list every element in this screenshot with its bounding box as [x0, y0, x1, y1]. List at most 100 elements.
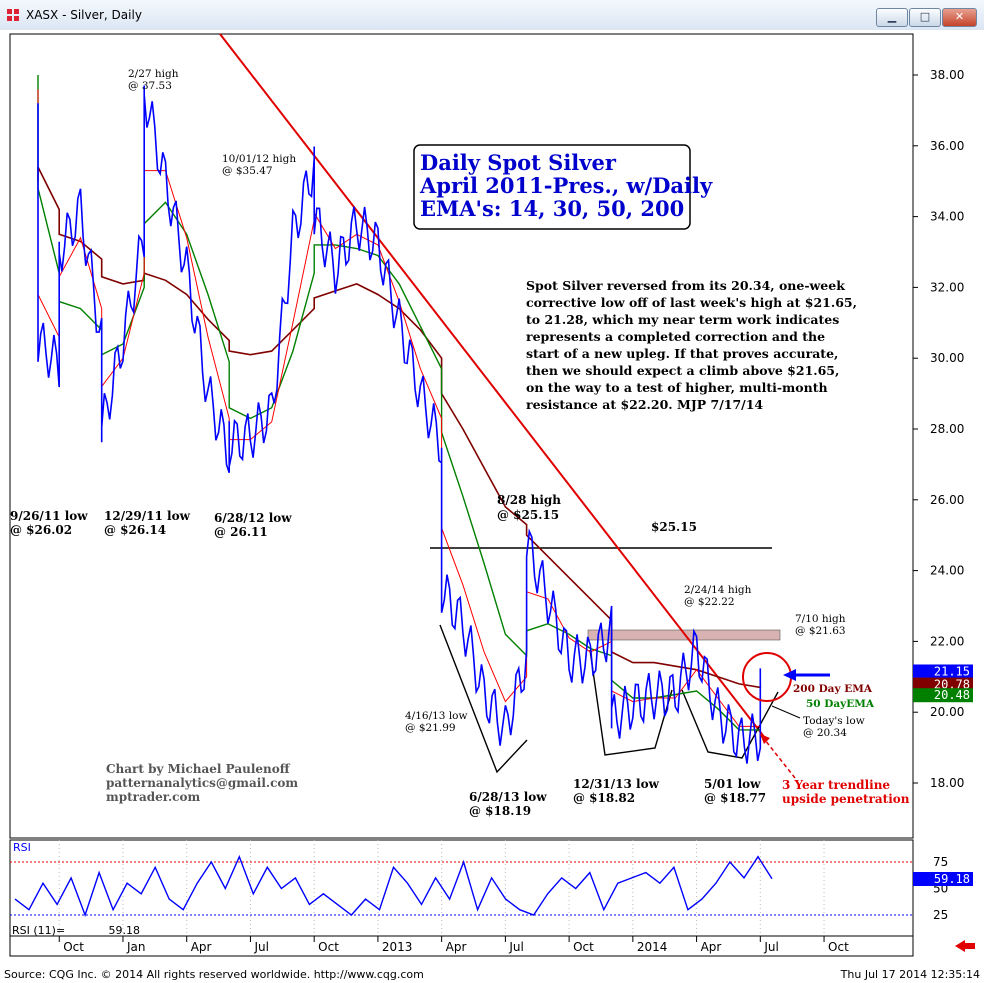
window-titlebar: XASX - Silver, Daily ▁ □ ✕ [0, 0, 984, 31]
label-224-high: 2/24/14 high [684, 584, 752, 596]
label-710-high: @ $21.63 [795, 625, 846, 637]
series-layer [37, 75, 762, 764]
price-tag-text: 20.78 [934, 678, 970, 692]
x-tick-label: Oct [828, 940, 849, 954]
label-2515: $25.15 [651, 520, 697, 534]
x-tick-label: 2014 [637, 940, 668, 954]
rsi-tick-label: 75 [933, 855, 948, 869]
footer-source: Source: CQG Inc. © 2014 All rights reser… [4, 968, 424, 981]
commentary-line: then we should expect a climb above $21.… [526, 363, 839, 378]
ema200-series [37, 166, 762, 689]
price-tick-label: 24.00 [930, 564, 964, 578]
close-button[interactable]: ✕ [942, 8, 977, 27]
price-tick-label: 30.00 [930, 351, 964, 365]
price-tick-label: 34.00 [930, 210, 964, 224]
commentary-line: start of a new upleg. If that proves acc… [526, 346, 838, 361]
label-227-high: 2/27 high [128, 68, 179, 80]
x-axis-strip [9, 935, 914, 957]
label-200ema: 200 Day EMA [793, 683, 873, 695]
rsi-title: RSI [13, 841, 31, 854]
minimize-icon: ▁ [887, 10, 897, 23]
scroll-arrow-icon[interactable] [955, 940, 975, 952]
label-1231-low: @ $18.82 [573, 791, 635, 805]
rsi-value-tag-text: 59.18 [934, 872, 970, 886]
price-tag-text: 20.48 [934, 688, 970, 702]
price-tick-label: 26.00 [930, 493, 964, 507]
label-710-high: 7/10 high [795, 613, 846, 625]
label-todays-low: @ 20.34 [803, 727, 847, 739]
label-628-13-low: @ $18.19 [469, 804, 531, 818]
price-tick-label: 22.00 [930, 634, 964, 648]
price-tick-label: 20.00 [930, 705, 964, 719]
label-416-low: @ $21.99 [405, 722, 456, 734]
price-tick-label: 28.00 [930, 422, 964, 436]
label-926-low: @ $26.02 [10, 523, 72, 537]
label-50ema: 50 DayEMA [806, 698, 875, 710]
close-icon: ✕ [954, 10, 965, 23]
commentary-line: Spot Silver reversed from its 20.34, one… [526, 278, 845, 293]
todays-low-pointer [771, 705, 801, 719]
rsi-pane [9, 839, 914, 937]
title-box-line: Daily Spot Silver [420, 150, 617, 175]
x-tick-label: Apr [446, 940, 467, 954]
annotations: Spot Silver reversed from its 20.34, one… [10, 68, 910, 818]
rsi-legend: RSI (11)= [12, 924, 65, 937]
label-1229-low: 12/29/11 low [104, 509, 191, 523]
commentary-line: represents a completed correction and th… [526, 329, 825, 344]
maximize-icon: □ [919, 10, 931, 23]
label-227-high: @ 37.53 [128, 80, 172, 92]
trendline-arrow [764, 739, 796, 779]
title-box-line: EMA's: 14, 30, 50, 200 [420, 196, 684, 221]
rsi-tick-label: 25 [933, 908, 948, 922]
rsi-layer [14, 854, 773, 918]
label-1001-high: @ $35.47 [222, 165, 273, 177]
label-todays-low: Today's low [803, 715, 865, 727]
price-arrow-head [783, 669, 796, 681]
x-tick-label: Oct [573, 940, 594, 954]
price-axis: 38.00 36.00 34.00 32.00 30.00 28.00 26.00 24.00… [913, 68, 964, 790]
window-title: XASX - Silver, Daily [26, 8, 142, 22]
title-box [413, 144, 691, 230]
price-series [37, 85, 762, 764]
minimize-button[interactable]: ▁ [876, 8, 908, 27]
label-501-low: 5/01 low [704, 777, 761, 791]
x-tick-label: Jul [763, 940, 778, 954]
price-tick-label: 36.00 [930, 139, 964, 153]
label-828-high: 8/28 high [497, 493, 561, 507]
label-224-high: @ $22.22 [684, 596, 735, 608]
x-tick-label: 2013 [382, 940, 413, 954]
price-tag [913, 664, 973, 679]
label-628-12-low: 6/28/12 low [214, 511, 292, 525]
trendline [219, 33, 766, 739]
commentary-line: corrective low off of last week's high a… [526, 295, 857, 310]
price-tick-label: 38.00 [930, 68, 964, 82]
rsi-series [14, 854, 773, 918]
x-tick-label: Oct [63, 940, 84, 954]
x-tick-label: Apr [191, 940, 212, 954]
credit-line: Chart by Michael Paulenoff [106, 762, 291, 776]
footer-timestamp: Thu Jul 17 2014 12:35:14 [840, 968, 980, 981]
label-828-high: @ $25.15 [497, 508, 559, 522]
rsi-value-tag [913, 872, 973, 886]
commentary-line: on the way to a test of higher, multi-mo… [526, 380, 828, 395]
price-tick-label: 32.00 [930, 280, 964, 294]
trendline-arrow-head [760, 734, 770, 744]
label-926-low: 9/26/11 low [10, 509, 88, 523]
label-1231-low: 12/31/13 low [573, 777, 660, 791]
x-tick-label: Jul [253, 940, 268, 954]
pattern-line-2 [589, 649, 673, 756]
ema14-series [37, 89, 761, 727]
x-axis: Oct Jan Apr Jul Oct 2013 Apr Jul Oct 2014 Apr Jul Oc… [58, 840, 849, 954]
price-tag-text: 21.15 [934, 664, 970, 678]
label-1001-high: 10/01/12 high [222, 153, 296, 165]
x-tick-label: Jan [126, 940, 146, 954]
maximize-button[interactable]: □ [909, 8, 941, 27]
label-1229-low: @ $26.14 [104, 523, 166, 537]
x-tick-label: Jul [508, 940, 523, 954]
title-box-line: April 2011-Pres., w/Daily [419, 173, 713, 198]
label-501-low: @ $18.77 [704, 791, 766, 805]
price-tag [913, 688, 973, 703]
